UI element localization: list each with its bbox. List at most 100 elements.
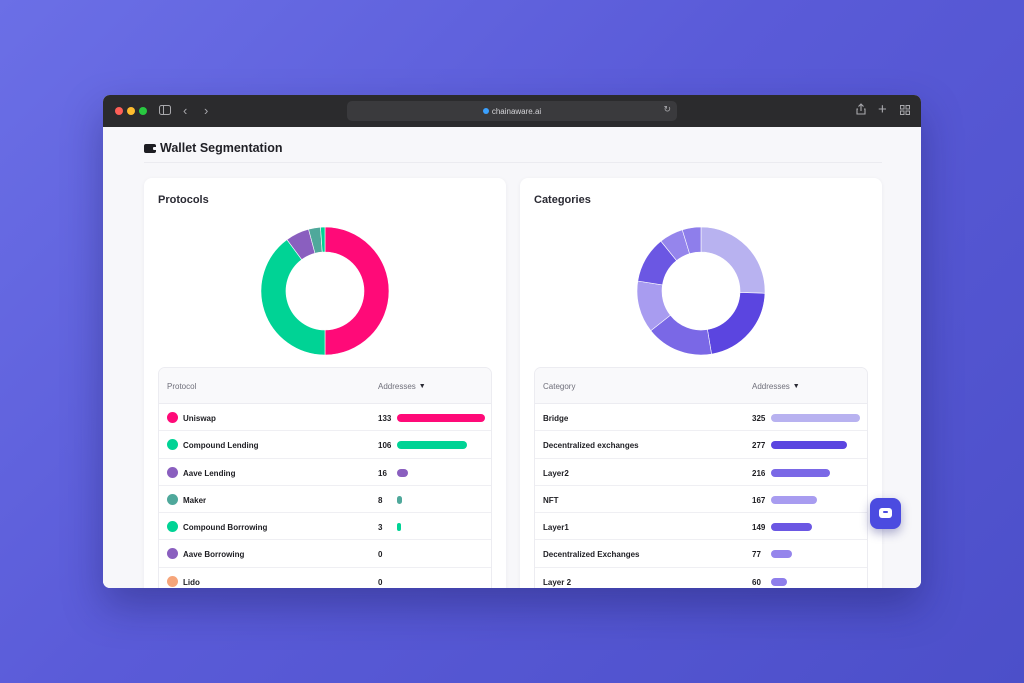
page-header: Wallet Segmentation [144, 141, 282, 155]
row-value-bar [397, 468, 408, 477]
row-address-count: 77 [752, 550, 761, 560]
site-favicon-icon [482, 108, 489, 114]
wallet-icon [144, 143, 157, 153]
back-icon[interactable]: ‹ [183, 103, 188, 118]
row-name: Decentralized Exchanges [543, 550, 640, 560]
donut-slice[interactable] [700, 226, 766, 294]
table-row[interactable]: Decentralized Exchanges 77 [535, 540, 867, 568]
compound-icon [167, 521, 178, 533]
header-divider [144, 162, 882, 163]
row-address-count: 216 [752, 468, 766, 478]
row-address-count: 133 [378, 414, 392, 423]
row-address-count: 60 [752, 577, 761, 587]
row-address-count: 167 [752, 495, 766, 505]
browser-window: ‹ › chainaware.ai ↻ + Wallet Segmentatio… [103, 95, 921, 588]
page-content: Wallet Segmentation Protocols Protocol A… [103, 127, 921, 588]
row-name: Compound Lending [183, 441, 259, 451]
row-name: Maker [183, 495, 207, 505]
row-value-bar [771, 414, 860, 422]
zoom-window-button[interactable] [139, 107, 147, 115]
table-row[interactable]: Lido 0 [159, 568, 491, 588]
reload-icon[interactable]: ↻ [663, 104, 671, 114]
protocols-table: Protocol Addresses ▼ Uniswap 133 Compound … [158, 367, 492, 588]
addresses-sort-button[interactable]: Addresses ▼ [378, 382, 426, 391]
aave-icon [167, 548, 178, 560]
row-name: Uniswap [183, 414, 216, 423]
categories-table: Category Addresses ▼ Bridge 325 Decentrali… [534, 367, 868, 588]
compound-icon [167, 439, 178, 451]
protocols-table-body: Uniswap 133 Compound Lending 106 Aave Lendin… [159, 404, 491, 588]
row-value-bar [771, 550, 793, 559]
minimize-window-button[interactable] [127, 107, 135, 115]
row-value-bar [771, 495, 817, 504]
forward-icon[interactable]: › [204, 103, 209, 118]
row-name: Lido [183, 577, 200, 587]
tab-overview-icon[interactable] [900, 103, 910, 119]
uniswap-icon [167, 412, 178, 423]
protocols-table-header: Protocol Addresses ▼ [159, 368, 491, 404]
chevron-down-icon: ▼ [792, 383, 800, 390]
row-value-bar [771, 577, 788, 586]
table-row[interactable]: Compound Borrowing 3 [159, 513, 491, 541]
table-row[interactable]: Uniswap 133 [159, 404, 491, 432]
address-bar[interactable]: chainaware.ai ↻ [347, 101, 677, 121]
row-address-count: 3 [378, 523, 383, 533]
row-value-bar [397, 495, 403, 504]
table-row[interactable]: Decentralized exchanges 277 [535, 431, 867, 459]
protocol-column-header: Protocol [167, 382, 197, 391]
row-value-bar [771, 523, 812, 532]
protocols-donut-chart [260, 226, 390, 356]
lido-icon [167, 575, 178, 587]
categories-card: Categories Category Addresses ▼ Bridge 32… [520, 178, 882, 588]
row-address-count: 0 [378, 550, 383, 560]
table-row[interactable]: NFT 167 [535, 486, 867, 514]
protocols-title: Protocols [158, 194, 209, 206]
donut-slice[interactable] [260, 239, 326, 356]
row-value-bar [397, 441, 468, 450]
maker-icon [167, 493, 178, 505]
close-window-button[interactable] [115, 107, 123, 115]
donut-slice[interactable] [681, 226, 702, 255]
protocols-card: Protocols Protocol Addresses ▼ Uniswap 13… [144, 178, 506, 588]
table-row[interactable]: Aave Borrowing 0 [159, 540, 491, 568]
row-name: Decentralized exchanges [543, 441, 639, 451]
row-name: Bridge [543, 414, 569, 423]
categories-donut-chart [636, 226, 766, 356]
categories-table-header: Category Addresses ▼ [535, 368, 867, 404]
row-value-bar [771, 441, 847, 450]
row-value-bar [397, 523, 401, 532]
categories-table-body: Bridge 325 Decentralized exchanges 277 Layer… [535, 404, 867, 588]
row-value-bar [771, 468, 831, 477]
row-name: Aave Lending [183, 468, 236, 478]
chat-support-button[interactable] [870, 498, 901, 529]
share-icon[interactable] [856, 103, 866, 119]
row-name: Layer2 [543, 468, 569, 478]
table-row[interactable]: Layer 2 60 [535, 568, 867, 588]
table-row[interactable]: Compound Lending 106 [159, 431, 491, 459]
row-name: Layer1 [543, 523, 569, 533]
new-tab-icon[interactable]: + [878, 101, 887, 118]
table-row[interactable]: Maker 8 [159, 486, 491, 514]
page-title: Wallet Segmentation [160, 141, 283, 155]
categories-title: Categories [534, 194, 591, 206]
row-address-count: 8 [378, 495, 383, 505]
sidebar-toggle-icon[interactable] [159, 103, 171, 119]
category-column-header: Category [543, 382, 576, 391]
chevron-down-icon: ▼ [418, 383, 426, 390]
table-row[interactable]: Layer2 216 [535, 459, 867, 486]
row-name: Aave Borrowing [183, 550, 245, 560]
row-name: Layer 2 [543, 577, 572, 587]
donut-slice[interactable] [324, 226, 390, 356]
row-name: NFT [543, 495, 559, 505]
row-address-count: 16 [378, 468, 387, 478]
row-name: Compound Borrowing [183, 523, 268, 533]
row-value-bar [397, 414, 485, 422]
table-row[interactable]: Aave Lending 16 [159, 459, 491, 486]
row-address-count: 0 [378, 577, 383, 587]
url-text: chainaware.ai [491, 106, 542, 116]
addresses-sort-button[interactable]: Addresses ▼ [752, 382, 800, 391]
donut-slice[interactable] [707, 292, 766, 355]
table-row[interactable]: Layer1 149 [535, 513, 867, 541]
donut-slice[interactable] [320, 226, 326, 253]
table-row[interactable]: Bridge 325 [535, 404, 867, 432]
